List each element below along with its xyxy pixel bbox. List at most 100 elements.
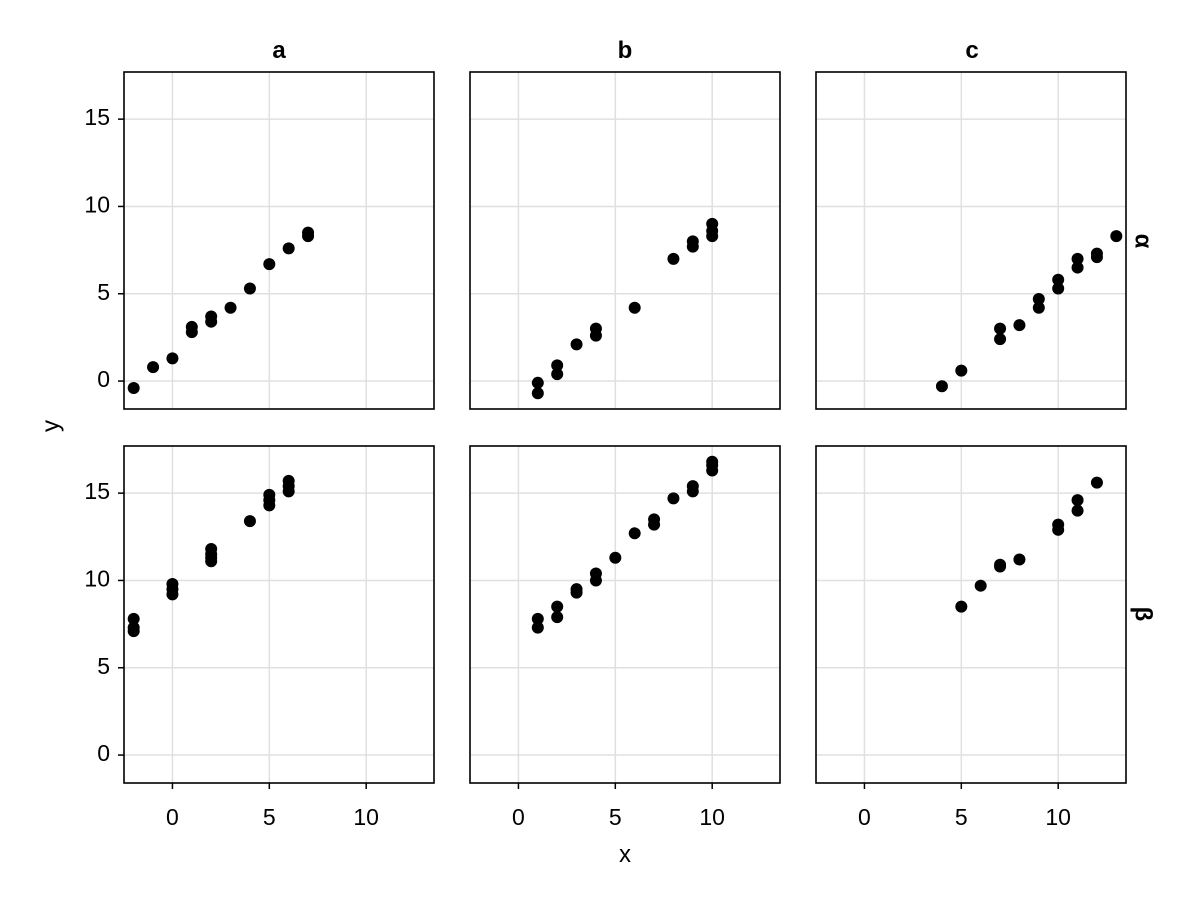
panel-b-beta: 0 5 10: [469, 445, 781, 830]
data-point: [570, 338, 583, 351]
data-point: [205, 543, 218, 556]
y-axis-label: y: [37, 420, 64, 432]
data-point: [531, 621, 544, 634]
row-label-alpha: α: [1130, 234, 1157, 249]
panels: 0 5 10 15 0 5 10 15 0 5 10 0 5 10 0 5 10: [84, 71, 1127, 830]
data-point: [994, 333, 1007, 346]
data-point: [686, 235, 699, 248]
row-label-beta: β: [1130, 607, 1157, 622]
x-tick-label: 0: [858, 804, 871, 830]
data-point: [1071, 252, 1084, 265]
col-title-b: b: [618, 37, 633, 64]
data-point: [1013, 553, 1026, 566]
data-point: [127, 382, 140, 395]
data-point: [1052, 273, 1065, 286]
x-tick-label: 5: [955, 804, 968, 830]
data-point: [974, 579, 987, 592]
data-point: [706, 217, 719, 230]
data-point: [667, 252, 680, 265]
panel-c-alpha: [815, 71, 1127, 410]
data-point: [648, 513, 661, 526]
data-point: [1071, 504, 1084, 517]
panel-a-beta: 0 5 10 15 0 5 10: [84, 445, 435, 830]
x-tick-label: 0: [512, 804, 525, 830]
y-tick-label: 10: [84, 566, 110, 592]
data-point: [628, 301, 641, 314]
data-point: [1052, 518, 1065, 531]
data-point: [1090, 476, 1103, 489]
y-tick-label: 5: [97, 653, 110, 679]
row-labels: α β: [1130, 234, 1157, 622]
data-point: [667, 492, 680, 505]
x-tick-label: 10: [699, 804, 725, 830]
data-point: [686, 480, 699, 493]
x-axis-label: x: [619, 841, 631, 868]
column-titles: a b c: [272, 37, 978, 64]
data-point: [1052, 282, 1065, 295]
y-tick-label: 15: [84, 478, 110, 504]
data-point: [628, 527, 641, 540]
data-point: [243, 282, 256, 295]
data-point: [935, 380, 948, 393]
data-point: [224, 301, 237, 314]
y-tick-label: 10: [84, 192, 110, 218]
data-point: [1071, 261, 1084, 274]
panel-frame: [123, 71, 435, 410]
data-point: [551, 611, 564, 624]
data-point: [955, 364, 968, 377]
panel-frame: [469, 445, 781, 784]
y-tick-label: 0: [97, 740, 110, 766]
data-point: [243, 515, 256, 528]
data-point: [531, 387, 544, 400]
data-point: [1110, 230, 1123, 243]
data-point: [166, 577, 179, 590]
data-point: [706, 455, 719, 468]
data-point: [589, 322, 602, 335]
panel-frame: [123, 445, 435, 784]
data-point: [609, 551, 622, 564]
data-point: [994, 558, 1007, 571]
data-point: [185, 320, 198, 333]
data-point: [570, 583, 583, 596]
panel-frame: [815, 71, 1127, 410]
data-point: [531, 376, 544, 389]
data-point: [282, 242, 295, 255]
y-tick-label: 0: [97, 366, 110, 392]
data-point: [127, 621, 140, 634]
x-tick-label: 5: [263, 804, 276, 830]
y-tick-label: 5: [97, 279, 110, 305]
data-point: [1032, 301, 1045, 314]
data-point: [302, 226, 315, 239]
data-point: [147, 361, 160, 374]
data-point: [1090, 247, 1103, 260]
data-point: [127, 612, 140, 625]
data-point: [205, 310, 218, 323]
data-point: [263, 488, 276, 501]
col-title-c: c: [965, 37, 978, 64]
panel-c-beta: 0 5 10: [815, 445, 1127, 830]
col-title-a: a: [272, 37, 286, 64]
x-tick-label: 5: [609, 804, 622, 830]
data-point: [166, 352, 179, 365]
data-point: [263, 258, 276, 271]
x-tick-label: 10: [1045, 804, 1071, 830]
x-tick-label: 10: [353, 804, 379, 830]
panel-frame: [469, 71, 781, 410]
data-point: [1071, 494, 1084, 507]
data-point: [282, 474, 295, 487]
data-point: [551, 359, 564, 372]
data-point: [1032, 292, 1045, 305]
data-point: [994, 322, 1007, 335]
y-tick-label: 15: [84, 104, 110, 130]
panel-frame: [815, 445, 1127, 784]
data-point: [551, 600, 564, 613]
data-point: [531, 612, 544, 625]
data-point: [589, 567, 602, 580]
x-tick-label: 0: [166, 804, 179, 830]
data-point: [955, 600, 968, 613]
panel-b-alpha: [469, 71, 781, 410]
data-point: [1013, 319, 1026, 332]
data-point: [551, 368, 564, 381]
panel-a-alpha: 0 5 10 15: [84, 71, 435, 410]
